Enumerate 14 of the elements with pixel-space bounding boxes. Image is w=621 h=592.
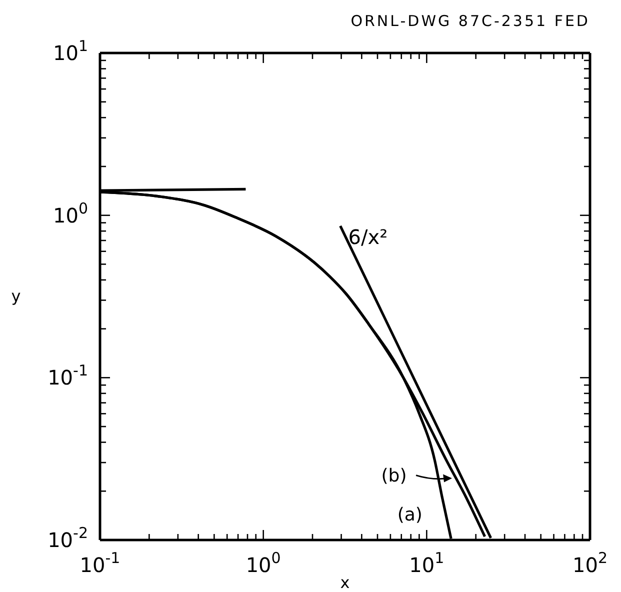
chart-title: ORNL-DWG 87C-2351 FED [350,12,590,30]
x-tick-label: 10$^{2}$ [572,549,608,577]
x-axis-title: x [340,573,350,592]
annotation: (a) [397,504,422,526]
annotation: (b) [381,465,407,486]
x-tick-label: 10$^{1}$ [409,549,444,577]
y-tick-label: 10$^{1}$ [53,37,88,65]
annotation: 6/x² [348,224,388,249]
y-axis-title: y [11,286,21,306]
y-tick-label: 10$^{-2}$ [48,524,88,552]
y-tick-label: 10$^{0}$ [53,199,88,228]
x-tick-label: 10$^{0}$ [246,549,281,577]
x-tick-label: 10$^{-1}$ [80,549,120,577]
y-tick-label: 10$^{-1}$ [48,362,88,390]
